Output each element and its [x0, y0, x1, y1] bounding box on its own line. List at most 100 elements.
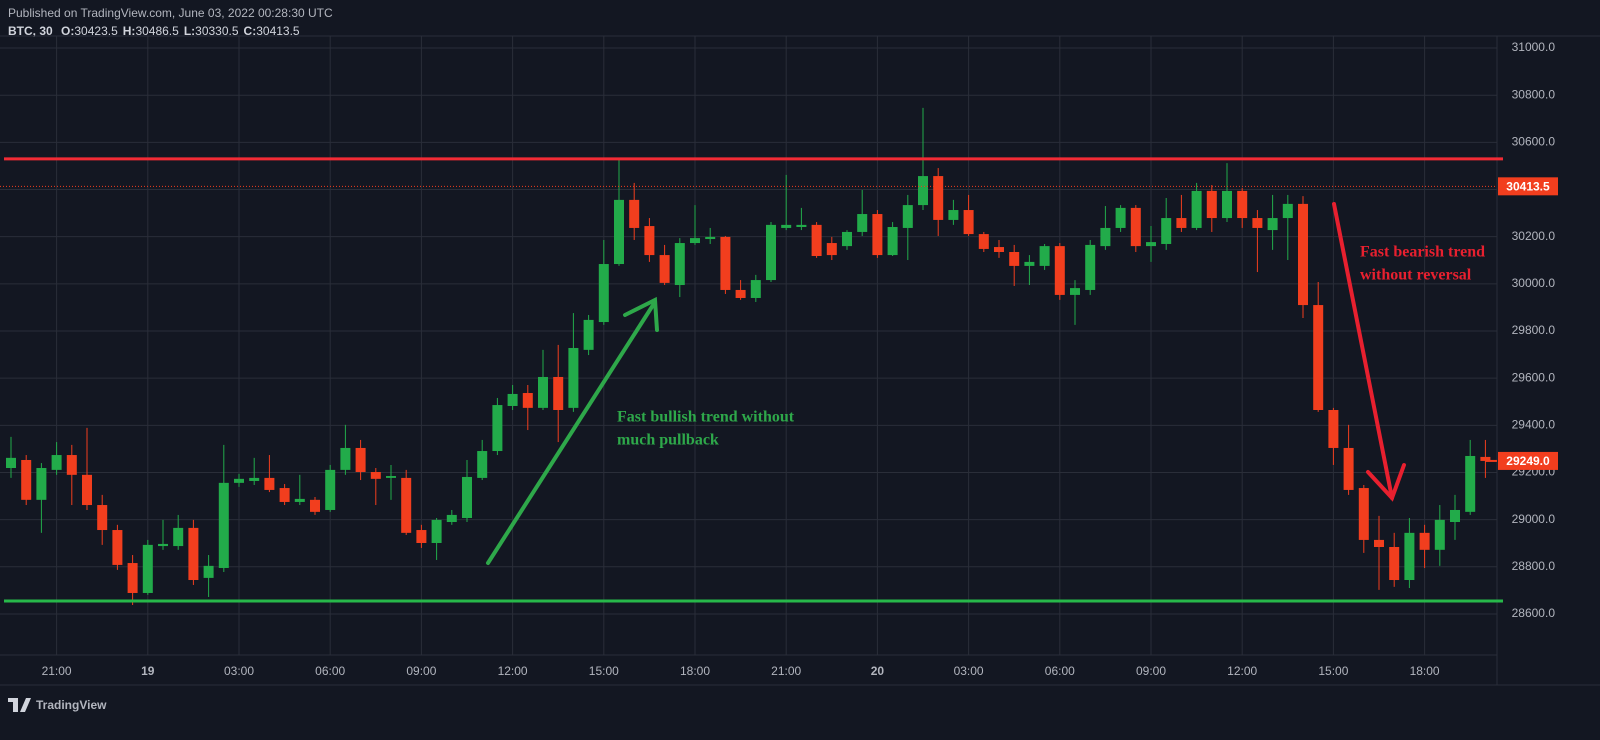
candle-body — [872, 214, 883, 256]
candle-body — [97, 505, 108, 531]
ohlc-label: L: — [184, 24, 195, 38]
ohlc-value: 30486.5 — [135, 24, 179, 38]
candle-body — [690, 238, 700, 244]
candle-body — [1039, 246, 1050, 266]
candle-body — [826, 243, 837, 256]
candle-body — [1100, 227, 1111, 247]
candle-body — [705, 236, 716, 240]
candle-body — [522, 393, 533, 408]
candle-body — [644, 226, 655, 256]
candle-body — [568, 347, 579, 408]
candle-body — [249, 477, 260, 481]
ohlc-value: 30413.5 — [256, 24, 300, 38]
candle-body — [431, 519, 442, 543]
y-tick-label: 28600.0 — [1512, 606, 1556, 620]
candle-body — [857, 214, 868, 232]
candle-body — [218, 482, 229, 568]
candle-body — [933, 176, 944, 220]
candle-body — [82, 474, 92, 506]
ohlc-label: O: — [61, 24, 74, 38]
candle-body — [1389, 546, 1400, 581]
annotation: Fast bullish trend without — [617, 409, 795, 426]
candle-body — [1070, 288, 1080, 295]
candle-body — [720, 236, 731, 290]
y-tick-label: 30600.0 — [1512, 135, 1556, 149]
arrow-shaft — [1332, 202, 1394, 500]
x-tick-label: 18:00 — [1410, 664, 1440, 678]
price-label-box — [1498, 451, 1558, 470]
x-tick-label: 03:00 — [954, 664, 984, 678]
annotation: Fast bearish trend — [1360, 244, 1485, 261]
published-note: Published on TradingView.com, June 03, 2… — [8, 6, 333, 20]
candle-body — [21, 459, 32, 500]
candle-body — [1313, 305, 1324, 410]
candle-body — [1024, 261, 1035, 266]
candle-body — [1465, 455, 1476, 512]
candle-body — [355, 447, 366, 473]
x-tick-label: 06:00 — [1045, 664, 1075, 678]
symbol: BTC, 30 — [8, 24, 53, 38]
candle-body — [1358, 488, 1369, 540]
bullish-arrow — [486, 296, 659, 565]
candle-body — [203, 565, 214, 578]
candle-body — [310, 499, 320, 512]
candle-body — [796, 224, 807, 228]
candle-body — [1146, 242, 1156, 247]
price-label: 29249.0 — [1506, 454, 1550, 468]
ohlc-label: H: — [123, 24, 136, 38]
candle-body — [446, 514, 457, 523]
candle-body — [1252, 218, 1263, 228]
x-tick-label: 12:00 — [1227, 664, 1257, 678]
candle-body — [127, 563, 138, 593]
candle-body — [264, 477, 275, 490]
x-tick-label: 20 — [871, 664, 885, 678]
candle-body — [294, 498, 305, 502]
candle-body — [1404, 532, 1415, 581]
candle-body — [598, 264, 609, 323]
candle-body — [112, 530, 123, 565]
candle-body — [1434, 519, 1445, 550]
candle-body — [1115, 207, 1126, 228]
candle-body — [234, 478, 244, 483]
arrow-head — [1366, 463, 1406, 502]
candle-body — [142, 544, 153, 593]
candle-body — [36, 468, 47, 500]
x-tick-label: 19 — [141, 664, 155, 678]
y-tick-label: 29000.0 — [1512, 512, 1556, 526]
candle-body — [1085, 244, 1096, 290]
candle-body — [1343, 447, 1354, 490]
candle-body — [963, 210, 974, 235]
y-tick-label: 30000.0 — [1512, 276, 1556, 290]
x-tick-label: 06:00 — [315, 664, 345, 678]
y-tick-label: 29600.0 — [1512, 370, 1556, 384]
x-tick-label: 21:00 — [771, 664, 801, 678]
candle-body — [1161, 218, 1172, 244]
candle-body — [492, 405, 503, 452]
x-tick-label: 09:00 — [406, 664, 436, 678]
candle-body — [918, 176, 928, 206]
logo-icon — [8, 698, 31, 712]
x-tick-label: 15:00 — [589, 664, 619, 678]
candle-body — [948, 210, 959, 220]
candle-body — [507, 393, 518, 406]
candle-body — [659, 255, 670, 283]
candle-body — [188, 527, 199, 581]
candle-body — [1328, 409, 1339, 448]
candle-body — [842, 231, 852, 247]
price-label-box — [1498, 177, 1558, 196]
candle-body — [462, 476, 472, 518]
arrow-shaft — [486, 300, 657, 565]
ohlc-value: 30423.5 — [74, 24, 118, 38]
candle-body — [1130, 207, 1141, 247]
candle-body — [1176, 218, 1187, 228]
y-tick-label: 30800.0 — [1512, 87, 1556, 101]
logo: TradingView — [8, 698, 107, 712]
candle-body — [6, 457, 16, 469]
candle-body — [629, 199, 640, 228]
y-tick-label: 28800.0 — [1512, 559, 1556, 573]
candle-body — [325, 469, 336, 510]
y-tick-label: 31000.0 — [1512, 40, 1556, 54]
candle-body — [1222, 190, 1232, 219]
candle-body — [477, 451, 488, 478]
candle-body — [766, 224, 776, 281]
